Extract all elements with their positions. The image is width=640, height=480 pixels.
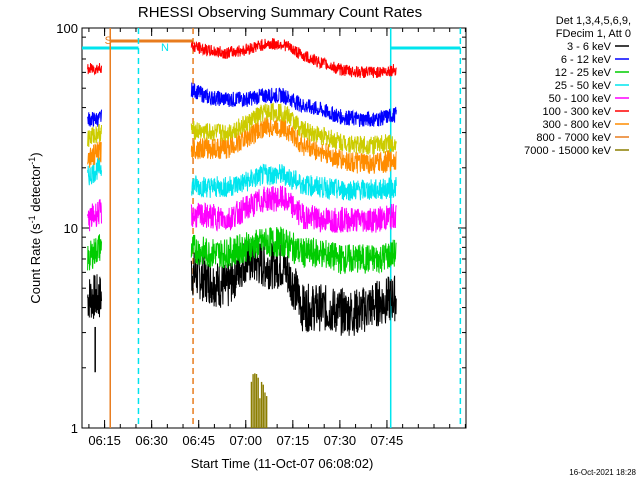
legend-entry: 6 - 12 keV [561, 54, 612, 66]
x-tick-label: 07:00 [229, 433, 262, 448]
legend-entry: 300 - 800 keV [543, 119, 612, 131]
legend-header: Det 1,3,4,5,6,9, [556, 15, 631, 27]
y-tick-label: 10 [64, 221, 78, 236]
x-tick-label: 06:30 [135, 433, 168, 448]
chart-title: RHESSI Observing Summary Count Rates [138, 4, 422, 21]
x-tick-label: 07:45 [371, 433, 404, 448]
series-line-50-100-kev [87, 185, 397, 233]
saa-night-markers: SN [82, 28, 462, 428]
legend-entry: 100 - 300 keV [543, 106, 612, 118]
x-tick-label: 06:45 [182, 433, 215, 448]
y-tick-label: 100 [56, 21, 78, 36]
footer-date: 16-Oct-2021 18:28 [569, 468, 636, 477]
y-tick-label: 1 [71, 421, 78, 436]
series-line-100-300-kev [87, 38, 397, 79]
x-tick-label: 07:30 [324, 433, 357, 448]
y-axis-label: Count Rate (s-1 detector-1) [27, 152, 43, 303]
series-line-3-6-kev [87, 238, 397, 336]
legend-entry: 12 - 25 keV [555, 67, 612, 79]
series-line-12-25-kev [87, 226, 397, 275]
saa-label: S [105, 35, 112, 47]
series-line-6-12-kev [87, 82, 397, 128]
x-tick-label: 07:15 [277, 433, 310, 448]
series-line-800-7000-yellow [87, 102, 397, 155]
legend-entry: 3 - 6 keV [567, 41, 612, 53]
legend-entry: 7000 - 15000 keV [524, 145, 612, 157]
x-axis-label: Start Time (11-Oct-07 06:08:02) [191, 456, 374, 471]
series-group [87, 38, 397, 428]
axes: 1 10 100 06:15 06:30 06:45 07:00 07:15 07:30 07:4… [56, 21, 467, 448]
legend-header: FDecim 1, Att 0 [556, 28, 631, 40]
series-line-25-50-kev [87, 157, 397, 201]
legend-entry: 25 - 50 keV [555, 80, 612, 92]
x-tick-label: 06:15 [88, 433, 121, 448]
plot-frame [81, 27, 467, 429]
night-label: N [161, 42, 169, 54]
legend-entry: 50 - 100 keV [549, 93, 612, 105]
legend-entry: 800 - 7000 keV [536, 132, 611, 144]
legend: Det 1,3,4,5,6,9,FDecim 1, Att 03 - 6 keV… [524, 15, 631, 157]
svg-text:Count Rate (s-1 detector-1): Count Rate (s-1 detector-1) [27, 152, 43, 303]
series-line-300-800-kev [87, 116, 397, 174]
